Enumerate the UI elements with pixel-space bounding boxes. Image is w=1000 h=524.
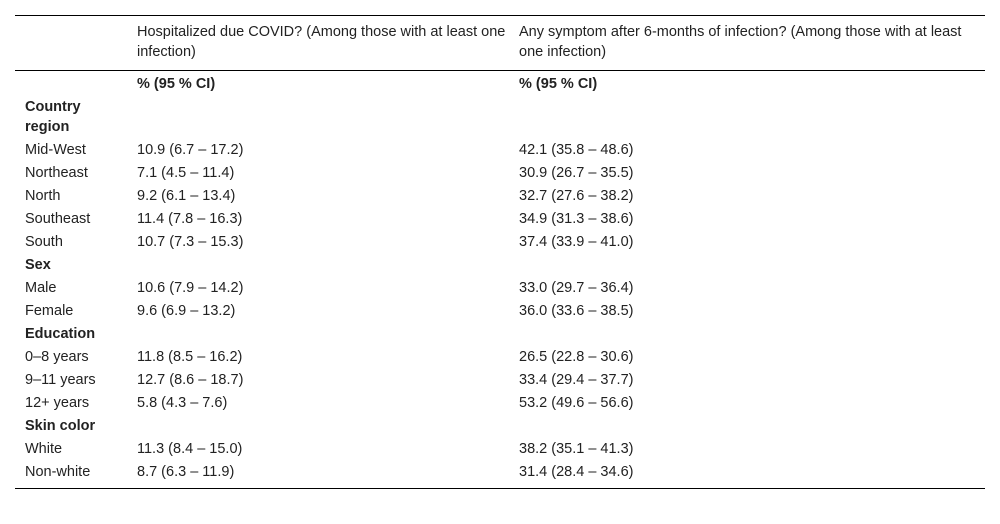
value-cell: 11.3 (8.4 – 15.0) xyxy=(137,441,243,457)
value-cell: 26.5 (22.8 – 30.6) xyxy=(519,349,634,365)
units-cell: % (95 % CI) xyxy=(137,76,216,92)
section-title: Skin color xyxy=(25,418,96,434)
value-cell: 30.9 (26.7 – 35.5) xyxy=(519,165,634,181)
header-row: Hospitalized due COVID? (Among those wit… xyxy=(15,16,985,71)
data-row: 9–11 years 12.7 (8.6 – 18.7) 33.4 (29.4 – … xyxy=(15,368,985,391)
row-label: Female xyxy=(25,303,74,319)
value-cell: 34.9 (31.3 – 38.6) xyxy=(519,211,634,227)
section-row: Education xyxy=(15,322,985,345)
row-label: Non-white xyxy=(25,464,91,480)
units-cell: % (95 % CI) xyxy=(519,76,598,92)
empty-cell xyxy=(137,322,519,345)
header-cell xyxy=(15,16,137,71)
empty-cell xyxy=(519,414,985,437)
units-row: % (95 % CI) % (95 % CI) xyxy=(15,71,985,96)
section-title: Country region xyxy=(25,99,81,135)
header-cell: Any symptom after 6-months of infection?… xyxy=(519,24,962,60)
empty-cell xyxy=(137,95,519,138)
data-row: White 11.3 (8.4 – 15.0) 38.2 (35.1 – 41.3) xyxy=(15,437,985,460)
value-cell: 31.4 (28.4 – 34.6) xyxy=(519,464,634,480)
row-label: North xyxy=(25,188,61,204)
value-cell: 7.1 (4.5 – 11.4) xyxy=(137,165,235,181)
value-cell: 9.6 (6.9 – 13.2) xyxy=(137,303,236,319)
data-row: 0–8 years 11.8 (8.5 – 16.2) 26.5 (22.8 – 3… xyxy=(15,345,985,368)
data-row: Female 9.6 (6.9 – 13.2) 36.0 (33.6 – 38.5) xyxy=(15,299,985,322)
section-title: Sex xyxy=(25,257,51,273)
value-cell: 36.0 (33.6 – 38.5) xyxy=(519,303,634,319)
empty-cell xyxy=(519,322,985,345)
value-cell: 9.2 (6.1 – 13.4) xyxy=(137,188,236,204)
value-cell: 37.4 (33.9 – 41.0) xyxy=(519,234,634,250)
empty-cell xyxy=(137,414,519,437)
value-cell: 10.6 (7.9 – 14.2) xyxy=(137,280,244,296)
row-label: Northeast xyxy=(25,165,88,181)
header-cell: Hospitalized due COVID? (Among those wit… xyxy=(137,24,506,60)
table-head: Hospitalized due COVID? (Among those wit… xyxy=(15,16,985,96)
table-body: Country region Mid-West 10.9 (6.7 – 17.2) 4… xyxy=(15,95,985,489)
data-row: 12+ years 5.8 (4.3 – 7.6) 53.2 (49.6 – 56.… xyxy=(15,391,985,414)
section-row: Sex xyxy=(15,253,985,276)
value-cell: 12.7 (8.6 – 18.7) xyxy=(137,372,244,388)
section-row: Country region xyxy=(15,95,985,138)
units-cell xyxy=(15,71,137,96)
value-cell: 33.0 (29.7 – 36.4) xyxy=(519,280,634,296)
row-label: Mid-West xyxy=(25,142,86,158)
value-cell: 8.7 (6.3 – 11.9) xyxy=(137,464,235,480)
data-table: Hospitalized due COVID? (Among those wit… xyxy=(15,15,985,489)
value-cell: 11.8 (8.5 – 16.2) xyxy=(137,349,243,365)
row-label: Male xyxy=(25,280,57,296)
data-row: Southeast 11.4 (7.8 – 16.3) 34.9 (31.3 – 3… xyxy=(15,207,985,230)
row-label: White xyxy=(25,441,63,457)
value-cell: 11.4 (7.8 – 16.3) xyxy=(137,211,243,227)
data-row: Mid-West 10.9 (6.7 – 17.2) 42.1 (35.8 – 48… xyxy=(15,138,985,161)
empty-cell xyxy=(519,253,985,276)
data-row: Male 10.6 (7.9 – 14.2) 33.0 (29.7 – 36.4) xyxy=(15,276,985,299)
value-cell: 10.9 (6.7 – 17.2) xyxy=(137,142,244,158)
value-cell: 53.2 (49.6 – 56.6) xyxy=(519,395,634,411)
row-label: 0–8 years xyxy=(25,349,89,365)
value-cell: 5.8 (4.3 – 7.6) xyxy=(137,395,228,411)
value-cell: 42.1 (35.8 – 48.6) xyxy=(519,142,634,158)
empty-cell xyxy=(519,95,985,138)
row-label: South xyxy=(25,234,63,250)
data-row: Northeast 7.1 (4.5 – 11.4) 30.9 (26.7 – 35… xyxy=(15,161,985,184)
row-label: Southeast xyxy=(25,211,91,227)
value-cell: 38.2 (35.1 – 41.3) xyxy=(519,441,634,457)
section-row: Skin color xyxy=(15,414,985,437)
data-row: North 9.2 (6.1 – 13.4) 32.7 (27.6 – 38.2) xyxy=(15,184,985,207)
data-row: South 10.7 (7.3 – 15.3) 37.4 (33.9 – 41.0) xyxy=(15,230,985,253)
value-cell: 33.4 (29.4 – 37.7) xyxy=(519,372,634,388)
value-cell: 10.7 (7.3 – 15.3) xyxy=(137,234,244,250)
section-title: Education xyxy=(25,326,96,342)
value-cell: 32.7 (27.6 – 38.2) xyxy=(519,188,634,204)
data-row: Non-white 8.7 (6.3 – 11.9) 31.4 (28.4 – 34… xyxy=(15,460,985,489)
empty-cell xyxy=(137,253,519,276)
row-label: 9–11 years xyxy=(25,372,96,388)
row-label: 12+ years xyxy=(25,395,90,411)
